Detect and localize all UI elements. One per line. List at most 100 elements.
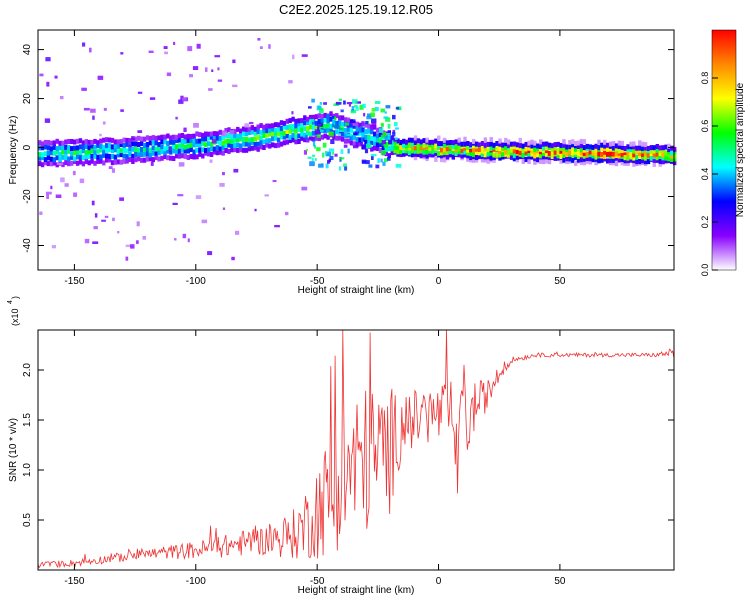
spectrogram-cell <box>116 143 121 149</box>
spectrogram-cell <box>271 136 275 142</box>
spectrogram-speckle <box>172 202 178 205</box>
spectrogram-cell <box>198 132 202 138</box>
spectrogram-speckle <box>94 213 98 218</box>
spectrogram-cell <box>256 141 260 147</box>
spectrogram-cell <box>110 148 115 153</box>
spectrogram-speckle <box>177 194 184 197</box>
spectrogram-cell <box>78 150 83 155</box>
spectrogram-cell <box>67 139 71 144</box>
spectrogram-cell <box>96 158 100 164</box>
spectrogram-cell <box>201 132 205 138</box>
spectrogram-cell <box>192 137 196 143</box>
spectrogram-cell <box>582 153 587 159</box>
spectrogram-cell <box>638 153 642 159</box>
spectrogram-cell <box>588 152 592 158</box>
spectrogram-cell <box>483 157 488 163</box>
spectrogram-cell <box>90 140 94 145</box>
spectrogram-cell <box>102 137 106 143</box>
spectrogram-speckle <box>362 103 366 108</box>
spectrogram-cell <box>422 143 426 149</box>
spectrogram-cell <box>635 145 639 151</box>
spectrogram-cell <box>84 150 88 156</box>
spectrogram-speckle <box>380 108 386 113</box>
spectrogram-cell <box>652 161 656 167</box>
spectrogram-speckle <box>311 98 315 103</box>
spectrogram-cell <box>329 123 333 129</box>
spectrogram-cell <box>512 148 517 154</box>
spectrogram-speckle <box>392 132 396 137</box>
spectrogram-speckle <box>322 152 325 158</box>
spectrogram-cell <box>518 150 522 156</box>
spectrogram-cell <box>620 140 624 146</box>
spectrogram-cell <box>221 140 225 146</box>
spectrogram-cell <box>399 145 403 150</box>
spectrogram-speckle <box>328 131 334 137</box>
spectrogram-cell <box>125 154 129 160</box>
spectrogram-cell <box>343 138 348 144</box>
spectrogram-y-tick-label: -40 <box>22 238 33 253</box>
spectrogram-cell <box>285 139 289 145</box>
spectrogram-speckle <box>268 44 271 49</box>
spectrogram-cell <box>431 139 435 145</box>
spectrogram-cell <box>437 141 441 146</box>
spectrogram-speckle <box>178 162 185 167</box>
spectrogram-cell <box>43 139 48 145</box>
spectrogram-cell <box>122 153 126 159</box>
spectrogram-cell <box>195 131 199 137</box>
spectrogram-cell <box>384 147 388 153</box>
spectrogram-cell <box>355 137 359 143</box>
spectrogram-cell <box>166 133 170 139</box>
spectrogram-cell <box>638 140 642 146</box>
spectrogram-cell <box>393 148 397 154</box>
spectrogram-speckle <box>99 133 102 137</box>
spectrogram-speckle <box>39 211 43 215</box>
spectrogram-cell <box>274 143 278 149</box>
spectrogram-cell <box>262 128 266 134</box>
snr-y-ticks: 0.5 1.0 1.5 2.0 <box>22 363 674 527</box>
spectrogram-cell <box>314 124 319 130</box>
spectrogram-cell <box>466 150 470 156</box>
spectrogram-cell <box>623 155 627 161</box>
spectrogram-cell <box>556 147 560 153</box>
spectrogram-cell <box>329 116 333 122</box>
spectrogram-cell <box>483 152 488 158</box>
spectrogram-cell <box>457 140 461 146</box>
spectrogram-cell <box>489 137 493 143</box>
spectrogram-cell <box>52 150 56 156</box>
spectrogram-speckle <box>384 111 387 114</box>
spectrogram-cell <box>148 135 153 141</box>
spectrogram-cell <box>128 146 132 152</box>
spectrogram-cell <box>614 161 619 167</box>
spectrogram-cell <box>38 155 42 161</box>
spectrogram-speckle <box>257 38 261 41</box>
spectrogram-cell <box>422 149 426 155</box>
spectrogram-cell <box>579 157 584 163</box>
spectrogram-cell <box>378 132 383 138</box>
spectrogram-cell <box>265 138 269 144</box>
spectrogram-cell <box>504 144 508 150</box>
spectrogram-cell <box>562 153 566 158</box>
spectrogram-cell <box>361 132 365 138</box>
spectrogram-cell <box>434 145 438 151</box>
spectrogram-cell <box>407 150 412 156</box>
spectrogram-cell <box>611 145 616 151</box>
spectrogram-cell <box>440 141 444 147</box>
spectrogram-cell <box>515 154 520 160</box>
spectrogram-cell <box>215 135 220 141</box>
spectrogram-cell <box>323 127 327 133</box>
spectrogram-cell <box>247 126 252 132</box>
spectrogram-cell <box>215 138 220 144</box>
spectrogram-cell <box>515 142 520 148</box>
spectrogram-cell <box>38 152 42 158</box>
colorbar-gradient <box>711 29 737 271</box>
spectrogram-speckle <box>301 54 308 57</box>
spectrogram-cell <box>527 140 531 146</box>
spectrogram-cell <box>559 146 563 151</box>
spectrogram-cell <box>632 155 636 161</box>
spectrogram-cell <box>268 131 272 137</box>
spectrogram-cell <box>253 130 257 136</box>
spectrogram-cell <box>209 152 214 157</box>
spectrogram-cell <box>49 161 54 167</box>
spectrogram-cell <box>244 126 249 132</box>
spectrogram-cell <box>483 142 488 148</box>
